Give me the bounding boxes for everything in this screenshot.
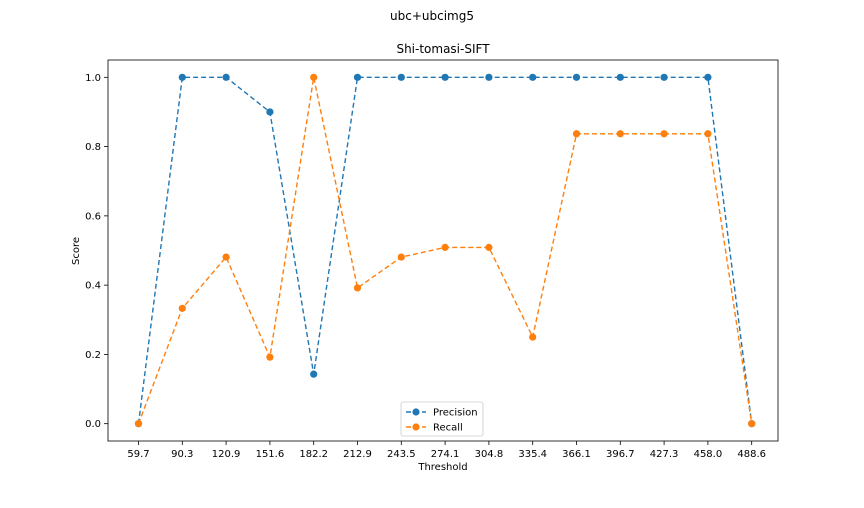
data-point-precision	[353, 73, 362, 81]
data-point-precision	[178, 73, 186, 81]
data-point-recall	[222, 253, 230, 261]
data-point-recall	[134, 420, 143, 428]
data-point-precision	[616, 73, 624, 81]
data-point-precision	[441, 73, 449, 81]
x-tick-label: 427.3	[650, 449, 679, 460]
data-point-recall	[704, 130, 712, 138]
y-tick-label: 0.4	[85, 281, 101, 292]
legend-marker-recall	[412, 423, 420, 431]
data-point-recall	[266, 353, 274, 361]
y-tick-label: 0.0	[85, 419, 101, 430]
data-point-recall	[485, 243, 493, 251]
y-tick-label: 0.8	[85, 142, 101, 153]
data-point-precision	[310, 370, 318, 378]
y-tick-label: 1.0	[85, 73, 101, 84]
x-tick-label: 120.9	[212, 449, 241, 460]
data-point-recall	[748, 420, 756, 428]
data-point-precision	[222, 73, 230, 81]
y-tick-label: 0.6	[85, 211, 101, 222]
chart-title: Shi-tomasi-SIFT	[396, 42, 490, 56]
plot-frame	[107, 59, 779, 442]
data-point-recall	[353, 284, 362, 292]
series-line-precision	[137, 76, 753, 424]
x-tick-label: 151.6	[256, 449, 285, 460]
x-tick-label: 274.1	[431, 449, 460, 460]
legend-marker-precision	[412, 408, 420, 416]
legend-label-precision: Precision	[433, 408, 478, 419]
x-axis-label: Threshold	[417, 462, 467, 473]
data-point-precision	[485, 73, 493, 81]
data-point-recall	[529, 333, 537, 341]
x-tick-label: 182.2	[299, 449, 328, 460]
y-axis-label: Score	[71, 237, 82, 265]
data-point-precision	[529, 73, 537, 81]
data-point-recall	[178, 304, 186, 312]
data-point-recall	[660, 130, 668, 138]
plot-area: 59.7 90.3 120.9 151.6 182.2 212.9 243.5 274.1 30…	[85, 59, 779, 460]
legend	[400, 401, 484, 437]
x-tick-label: 488.6	[737, 449, 766, 460]
x-tick-label: 243.5	[387, 449, 416, 460]
data-point-recall	[616, 130, 624, 138]
data-point-precision	[266, 108, 274, 116]
data-point-recall	[441, 243, 449, 251]
x-tick-label: 366.1	[562, 449, 591, 460]
legend-label-recall: Recall	[433, 423, 463, 434]
y-tick-label: 0.2	[85, 350, 101, 361]
data-point-recall	[310, 73, 318, 81]
x-tick-label: 396.7	[606, 449, 635, 460]
data-point-precision	[397, 73, 405, 81]
data-point-recall	[397, 253, 405, 261]
x-tick-label: 304.8	[475, 449, 504, 460]
figure-suptitle: ubc+ubcimg5	[390, 9, 474, 23]
data-point-precision	[660, 73, 668, 81]
data-point-recall	[572, 130, 581, 138]
x-tick-label: 335.4	[518, 449, 547, 460]
x-tick-label: 59.7	[127, 449, 149, 460]
data-point-precision	[704, 73, 712, 81]
x-tick-label: 458.0	[694, 449, 723, 460]
x-tick-label: 90.3	[171, 449, 193, 460]
data-point-precision	[572, 73, 581, 81]
x-tick-label: 212.9	[343, 449, 372, 460]
